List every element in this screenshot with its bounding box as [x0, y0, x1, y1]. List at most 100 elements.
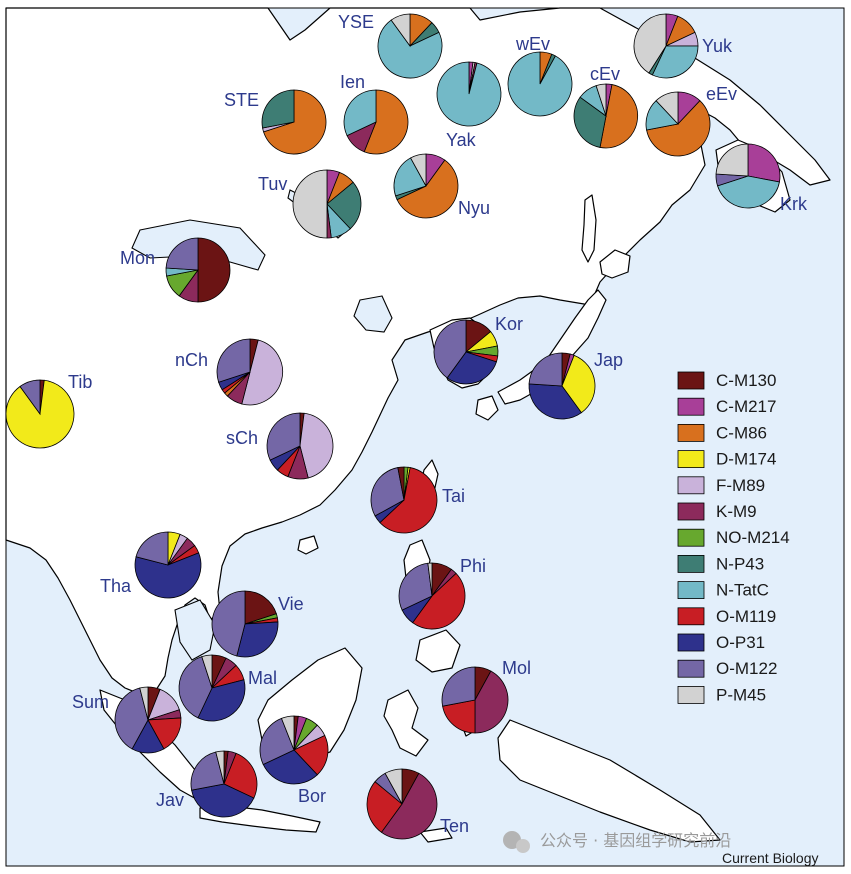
- pie-slice-phi-p-m45: [427, 562, 433, 597]
- label-sum: Sum: [72, 692, 109, 712]
- pie-yak: [436, 61, 502, 127]
- legend-swatch-k-m9: [677, 502, 705, 521]
- landmass-japan-hokkaido: [599, 249, 631, 279]
- pie-slice-mol-o-m119: [442, 699, 476, 734]
- pie-slice-mal-o-p31: [197, 679, 246, 722]
- landmass-japan-honshu: [497, 289, 607, 405]
- pie-slice-tha-o-m122: [135, 531, 169, 566]
- pie-mol: [441, 666, 509, 734]
- pie-slice-krk-n-tatc: [717, 175, 780, 209]
- legend-label-d-m174: D-M174: [716, 450, 776, 469]
- label-nyu: Nyu: [458, 198, 490, 218]
- label-jap: Jap: [594, 350, 623, 370]
- landmass-sulawesi: [383, 689, 429, 757]
- pie-ten: [366, 768, 438, 840]
- pie-slice-tuv-n-p43: [326, 181, 362, 230]
- label-tuv: Tuv: [258, 174, 287, 194]
- pie-slice-phi-o-m119: [412, 572, 466, 630]
- pie-slice-cev-p-m45: [595, 83, 607, 117]
- pie-slice-jap-d-m174: [561, 354, 596, 414]
- label-mon: Mon: [120, 248, 155, 268]
- pie-kor: [433, 319, 499, 385]
- bay-bohai: [353, 295, 393, 333]
- pie-slice-nyu-c-m86: [396, 159, 459, 219]
- legend-swatch-n-tatc: [677, 581, 705, 599]
- legend-swatch-p-m45: [677, 686, 705, 704]
- pie-slice-tai-o-m122: [370, 467, 405, 517]
- label-yak: Yak: [446, 130, 477, 150]
- legend-label-c-m86: C-M86: [716, 423, 767, 442]
- pie-slice-phi-o-m122: [398, 562, 433, 611]
- legend-swatch-f-m89: [677, 476, 705, 495]
- label-vie: Vie: [278, 594, 304, 614]
- legend: C-M130 C-M217 C-M86 D-M174 F-M89 K-M9 NO-M214 N…: [677, 371, 790, 704]
- pie-slice-nyu-n-tatc: [393, 157, 427, 197]
- legend-label-k-m9: K-M9: [716, 502, 757, 521]
- landmass-new-guinea: [497, 719, 721, 843]
- pie-cev: [573, 83, 638, 149]
- credit-text: Current Biology: [722, 850, 819, 866]
- watermark: 公众号 · 基因组学研究前沿: [503, 831, 731, 853]
- legend-swatch-o-p31: [677, 633, 705, 652]
- pie-ien: [343, 89, 409, 155]
- label-cev: cEv: [590, 64, 620, 84]
- label-eev: eEv: [706, 84, 737, 104]
- label-yuk: Yuk: [702, 36, 733, 56]
- pie-phi: [398, 562, 466, 630]
- legend-label-no-m214: NO-M214: [716, 528, 790, 547]
- pie-slice-nch-o-m122: [216, 338, 251, 383]
- pie-tuv: [292, 169, 362, 239]
- pie-slice-tib-o-m122: [19, 379, 41, 416]
- pie-slice-sch-o-m122: [266, 412, 301, 461]
- pie-slice-kor-o-m122: [433, 319, 467, 379]
- pie-slice-krk-c-m217: [747, 143, 781, 183]
- label-tai: Tai: [442, 486, 465, 506]
- pie-slice-jav-p-m45: [215, 750, 225, 785]
- label-krk: Krk: [780, 194, 808, 214]
- pie-sum: [114, 686, 182, 754]
- pie-slice-tuv-p-m45: [292, 169, 328, 239]
- pie-slice-wev-n-tatc: [507, 51, 573, 117]
- label-bor: Bor: [298, 786, 326, 806]
- pie-slice-jav-o-m122: [190, 751, 225, 791]
- pie-slice-eev-p-m45: [655, 91, 679, 126]
- label-ste: STE: [224, 90, 259, 110]
- pie-slice-mal-p-m45: [201, 654, 213, 689]
- legend-swatch-c-m130: [677, 371, 705, 390]
- pie-nch: [216, 338, 284, 406]
- pie-slice-eev-c-m86: [646, 100, 711, 157]
- pie-slice-ien-c-m86: [363, 89, 409, 155]
- landmass-timor: [419, 827, 453, 843]
- pie-slice-ten-o-m119: [366, 781, 403, 833]
- legend-swatch-c-m217: [677, 397, 705, 416]
- pie-slice-vie-o-m122: [211, 590, 246, 657]
- pie-eev: [645, 91, 711, 157]
- landmass-sakhalin: [581, 194, 597, 263]
- pie-slice-nch-f-m89: [241, 339, 284, 406]
- legend-swatch-d-m174: [677, 450, 705, 469]
- pie-slice-nyu-p-m45: [410, 153, 427, 187]
- pie-tai: [370, 466, 438, 534]
- legend-label-o-m119: O-M119: [716, 607, 776, 626]
- gulf-thailand: [174, 599, 216, 661]
- legend-label-f-m89: F-M89: [716, 476, 765, 495]
- pie-mon: [165, 237, 231, 303]
- pie-sch: [266, 412, 334, 480]
- pie-slice-jav-o-p31: [191, 783, 255, 818]
- pie-slice-yak-n-tatc: [436, 61, 502, 127]
- pie-slice-mal-o-m122: [178, 656, 213, 719]
- pie-ste: [261, 89, 327, 155]
- pie-slice-bor-o-m119: [293, 734, 329, 776]
- label-mal: Mal: [248, 668, 277, 688]
- pie-slice-ien-n-tatc: [343, 89, 377, 137]
- legend-swatch-n-p43: [677, 555, 705, 573]
- pie-slice-krk-p-m45: [715, 143, 749, 177]
- label-yse: YSE: [338, 12, 374, 32]
- pie-slice-jap-o-p31: [528, 383, 582, 420]
- pie-slice-vie-o-p31: [236, 621, 279, 658]
- label-tib: Tib: [68, 372, 92, 392]
- population-pies: [5, 13, 781, 840]
- landmass-hainan: [297, 535, 319, 555]
- pie-slice-mol-k-m9: [474, 670, 509, 734]
